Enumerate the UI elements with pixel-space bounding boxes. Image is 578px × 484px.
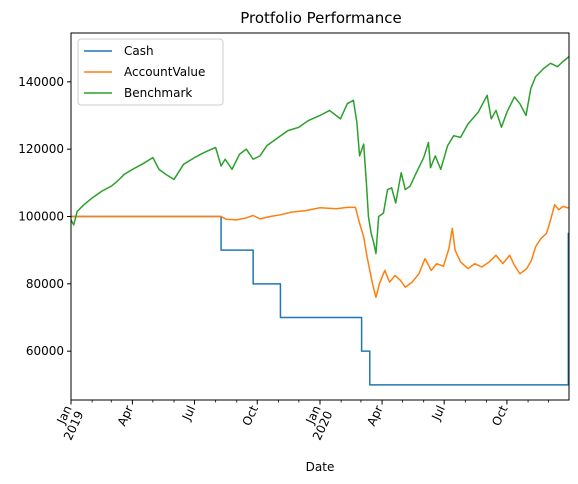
legend-box [77,38,224,106]
legend-label: AccountValue [124,65,205,79]
legend-label: Benchmark [124,86,192,100]
x-tick-label: Jul [179,403,198,423]
y-axis: 60000 80000 100000 120000 140000 [18,75,71,358]
series-line-cash [71,215,569,386]
legend-label: Cash [124,44,154,58]
series-line-accountvalue [71,203,569,299]
y-tick-label: 120000 [18,142,64,156]
series-layer [71,55,569,386]
chart-title: Protfolio Performance [240,9,401,27]
series-line-benchmark [71,55,569,255]
y-tick-label: 100000 [18,210,64,224]
x-tick-label: Jul [429,403,448,423]
y-tick-label: 80000 [26,277,64,291]
x-axis-label: Date [306,460,335,474]
legend: Cash AccountValue Benchmark [77,38,224,106]
y-tick-label: 60000 [26,344,64,358]
y-tick-label: 140000 [18,75,64,89]
